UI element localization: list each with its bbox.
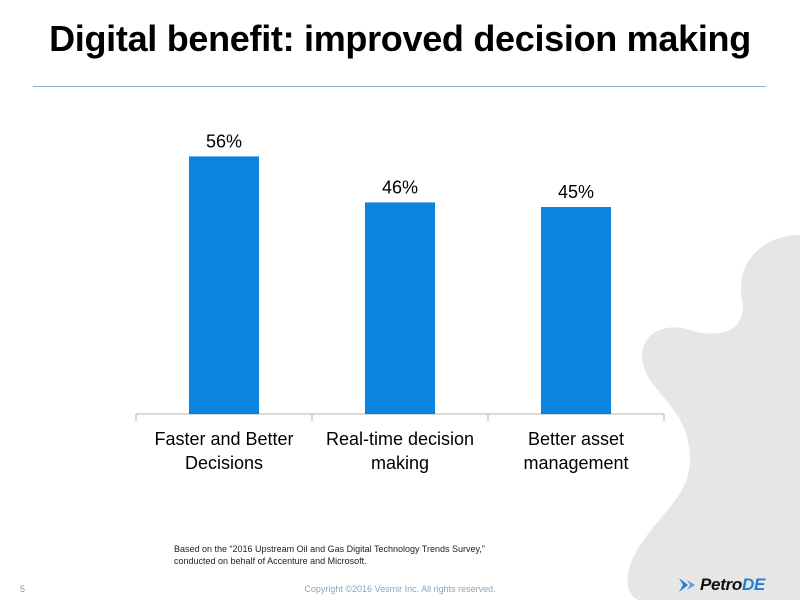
- logo-text-petro: Petro: [700, 575, 742, 594]
- bar: [189, 156, 259, 414]
- copyright-text: Copyright ©2016 Vesmir Inc. All rights r…: [304, 584, 496, 594]
- data-label: 45%: [558, 182, 594, 202]
- category-label: Faster and Better: [154, 429, 293, 449]
- page-title: Digital benefit: improved decision makin…: [49, 18, 751, 59]
- footnote-line-1: Based on the “2016 Upstream Oil and Gas …: [174, 544, 485, 554]
- petrode-logo-icon: [679, 578, 695, 592]
- footnote: Based on the “2016 Upstream Oil and Gas …: [174, 543, 594, 567]
- data-label: 56%: [206, 131, 242, 151]
- footnote-line-2: conducted on behalf of Accenture and Mic…: [174, 556, 367, 566]
- petrode-logo: PetroDE: [676, 574, 765, 596]
- title-divider: [33, 86, 766, 87]
- category-label: Decisions: [185, 453, 263, 473]
- category-label: making: [371, 453, 429, 473]
- page-number: 5: [20, 584, 26, 594]
- bar: [365, 202, 435, 414]
- bar: [541, 207, 611, 414]
- logo-text-de: DE: [741, 575, 765, 594]
- category-label: management: [523, 453, 628, 473]
- data-label: 46%: [382, 177, 418, 197]
- category-label: Real-time decision: [326, 429, 474, 449]
- category-label: Better asset: [528, 429, 624, 449]
